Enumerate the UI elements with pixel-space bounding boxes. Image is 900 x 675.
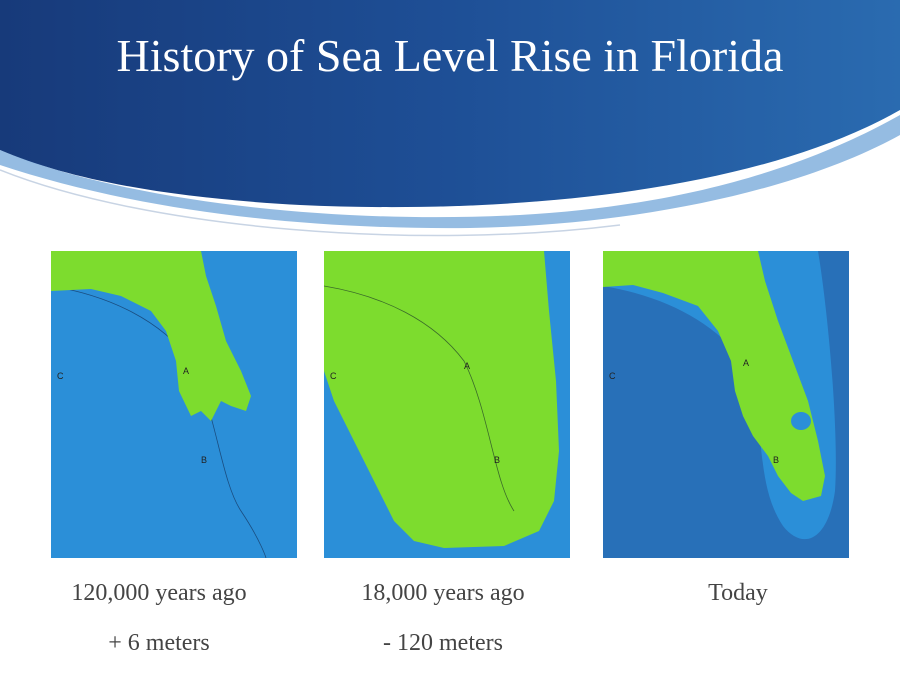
caption-detail: + 6 meters [108, 630, 210, 656]
title: History of Sea Level Rise in Florida [116, 30, 784, 81]
map-18k: A B C [324, 251, 570, 558]
map-label: C [330, 371, 337, 381]
map-label: B [201, 455, 207, 465]
map-label: C [609, 371, 616, 381]
map-label: B [494, 455, 500, 465]
caption: 18,000 years ago [361, 580, 525, 606]
map-label: C [57, 371, 64, 381]
map-today: A B C [603, 251, 849, 558]
map-label: B [773, 455, 779, 465]
map-label: A [464, 361, 470, 371]
map-120k: A B C [51, 251, 297, 558]
caption: 120,000 years ago [71, 580, 247, 606]
header-band [0, 0, 900, 237]
caption: Today [708, 580, 768, 606]
caption-detail: - 120 meters [383, 630, 503, 656]
map-label: A [183, 366, 189, 376]
map-label: A [743, 358, 749, 368]
